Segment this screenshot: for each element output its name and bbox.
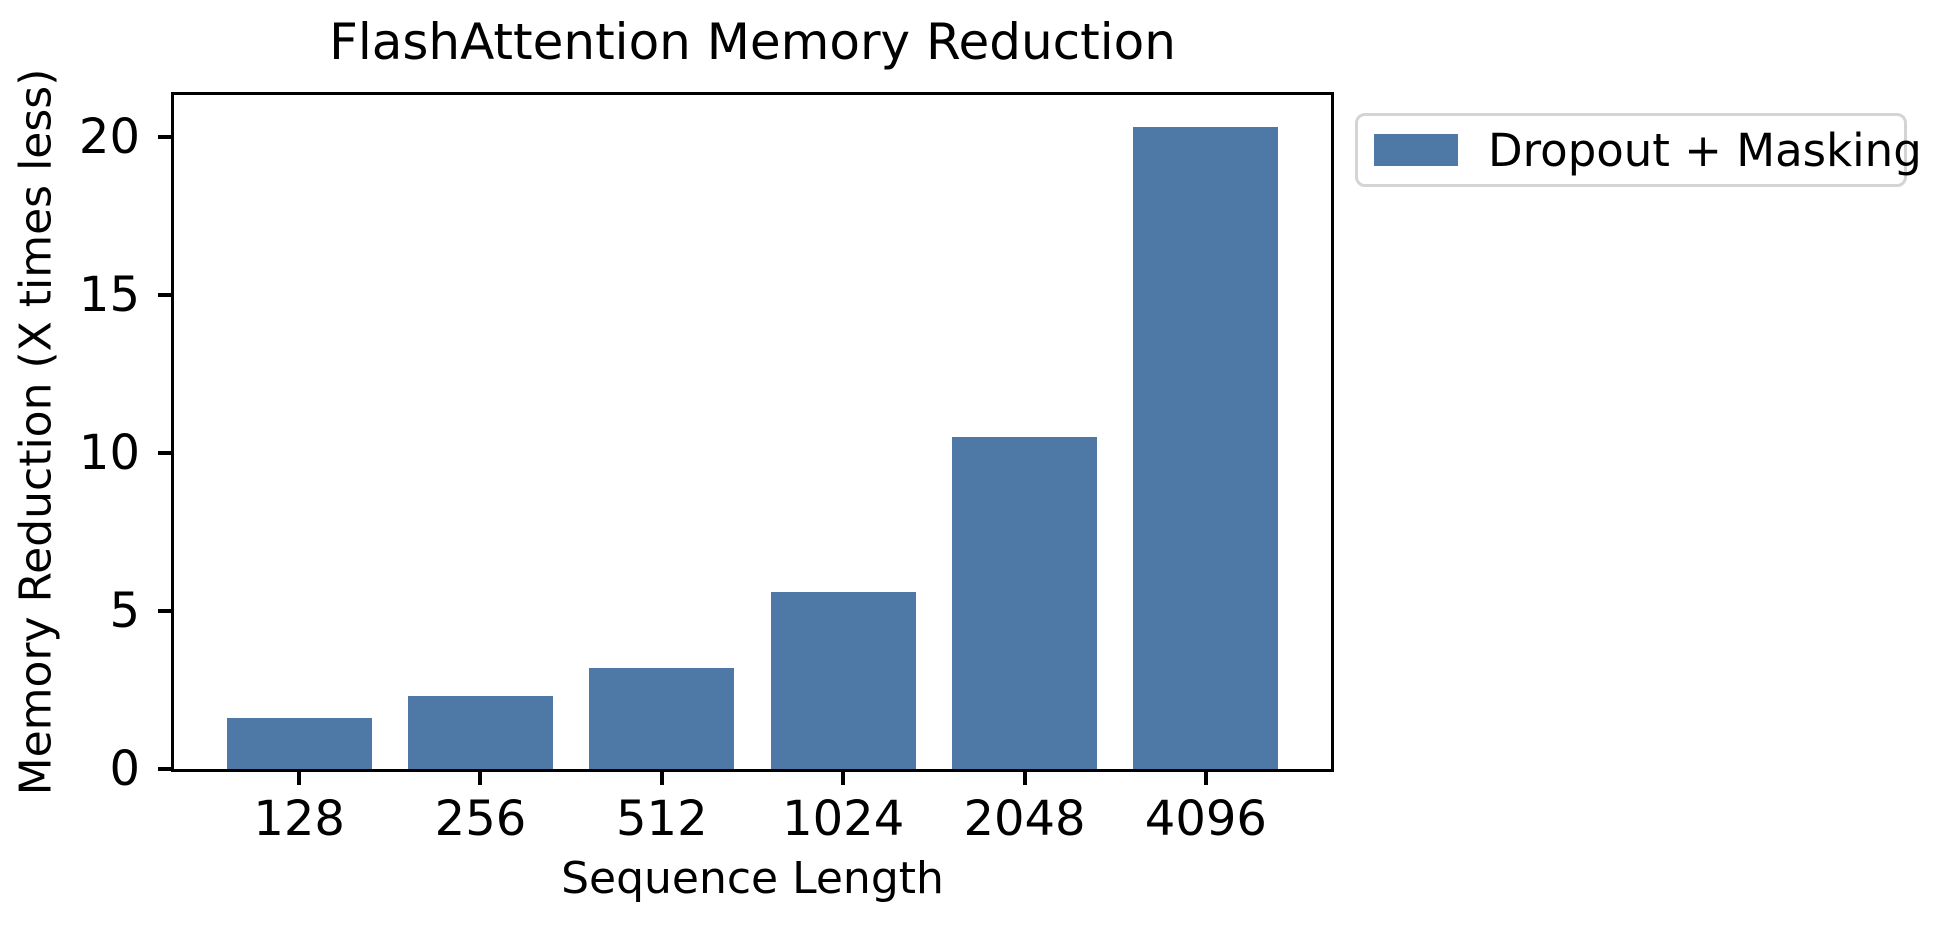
bar-4096 bbox=[1133, 127, 1279, 769]
x-tick-label-2048: 2048 bbox=[963, 791, 1086, 847]
bar-2048 bbox=[951, 437, 1098, 769]
y-tick-mark-10 bbox=[158, 450, 171, 455]
y-tick-mark-15 bbox=[158, 292, 171, 297]
legend-swatch bbox=[1374, 134, 1458, 166]
y-axis-label: Memory Reduction (X times less) bbox=[8, 69, 64, 796]
bar-512 bbox=[589, 667, 735, 769]
x-tick-label-1024: 1024 bbox=[782, 791, 905, 847]
x-tick-mark-2048 bbox=[1022, 772, 1027, 785]
bar-256 bbox=[407, 696, 554, 769]
y-tick-label-5: 5 bbox=[109, 582, 140, 639]
plot-area: 0 5 10 15 20 128 256 512 1024 2048 4096 bbox=[79, 92, 1334, 843]
x-tick-label-256: 256 bbox=[434, 791, 527, 847]
y-tick-label-15: 15 bbox=[78, 266, 140, 323]
x-tick-label-512: 512 bbox=[616, 791, 708, 847]
y-tick-mark-0 bbox=[158, 767, 171, 771]
x-tick-mark-1024 bbox=[841, 772, 846, 785]
legend-label: Dropout + Masking bbox=[1488, 123, 1922, 177]
chart-title: FlashAttention Memory Reduction bbox=[329, 13, 1176, 71]
y-tick-label-20: 20 bbox=[78, 108, 140, 165]
x-axis-label: Sequence Length bbox=[561, 853, 944, 904]
y-tick-mark-20 bbox=[158, 134, 171, 139]
x-tick-label-4096: 4096 bbox=[1144, 791, 1267, 847]
legend: Dropout + Masking bbox=[1355, 113, 1922, 187]
x-tick-mark-512 bbox=[659, 772, 664, 785]
x-tick-label-128: 128 bbox=[253, 791, 345, 847]
x-tick-mark-256 bbox=[478, 772, 483, 785]
y-tick-mark-5 bbox=[158, 608, 171, 613]
y-axis-label-text: Memory Reduction (X times less) bbox=[10, 68, 62, 796]
x-tick-mark-128 bbox=[297, 772, 302, 785]
bar-128 bbox=[226, 718, 372, 769]
bar-1024 bbox=[770, 591, 916, 769]
y-tick-label-10: 10 bbox=[78, 424, 140, 481]
y-tick-label-0: 0 bbox=[109, 741, 140, 797]
x-tick-mark-4096 bbox=[1203, 772, 1208, 785]
